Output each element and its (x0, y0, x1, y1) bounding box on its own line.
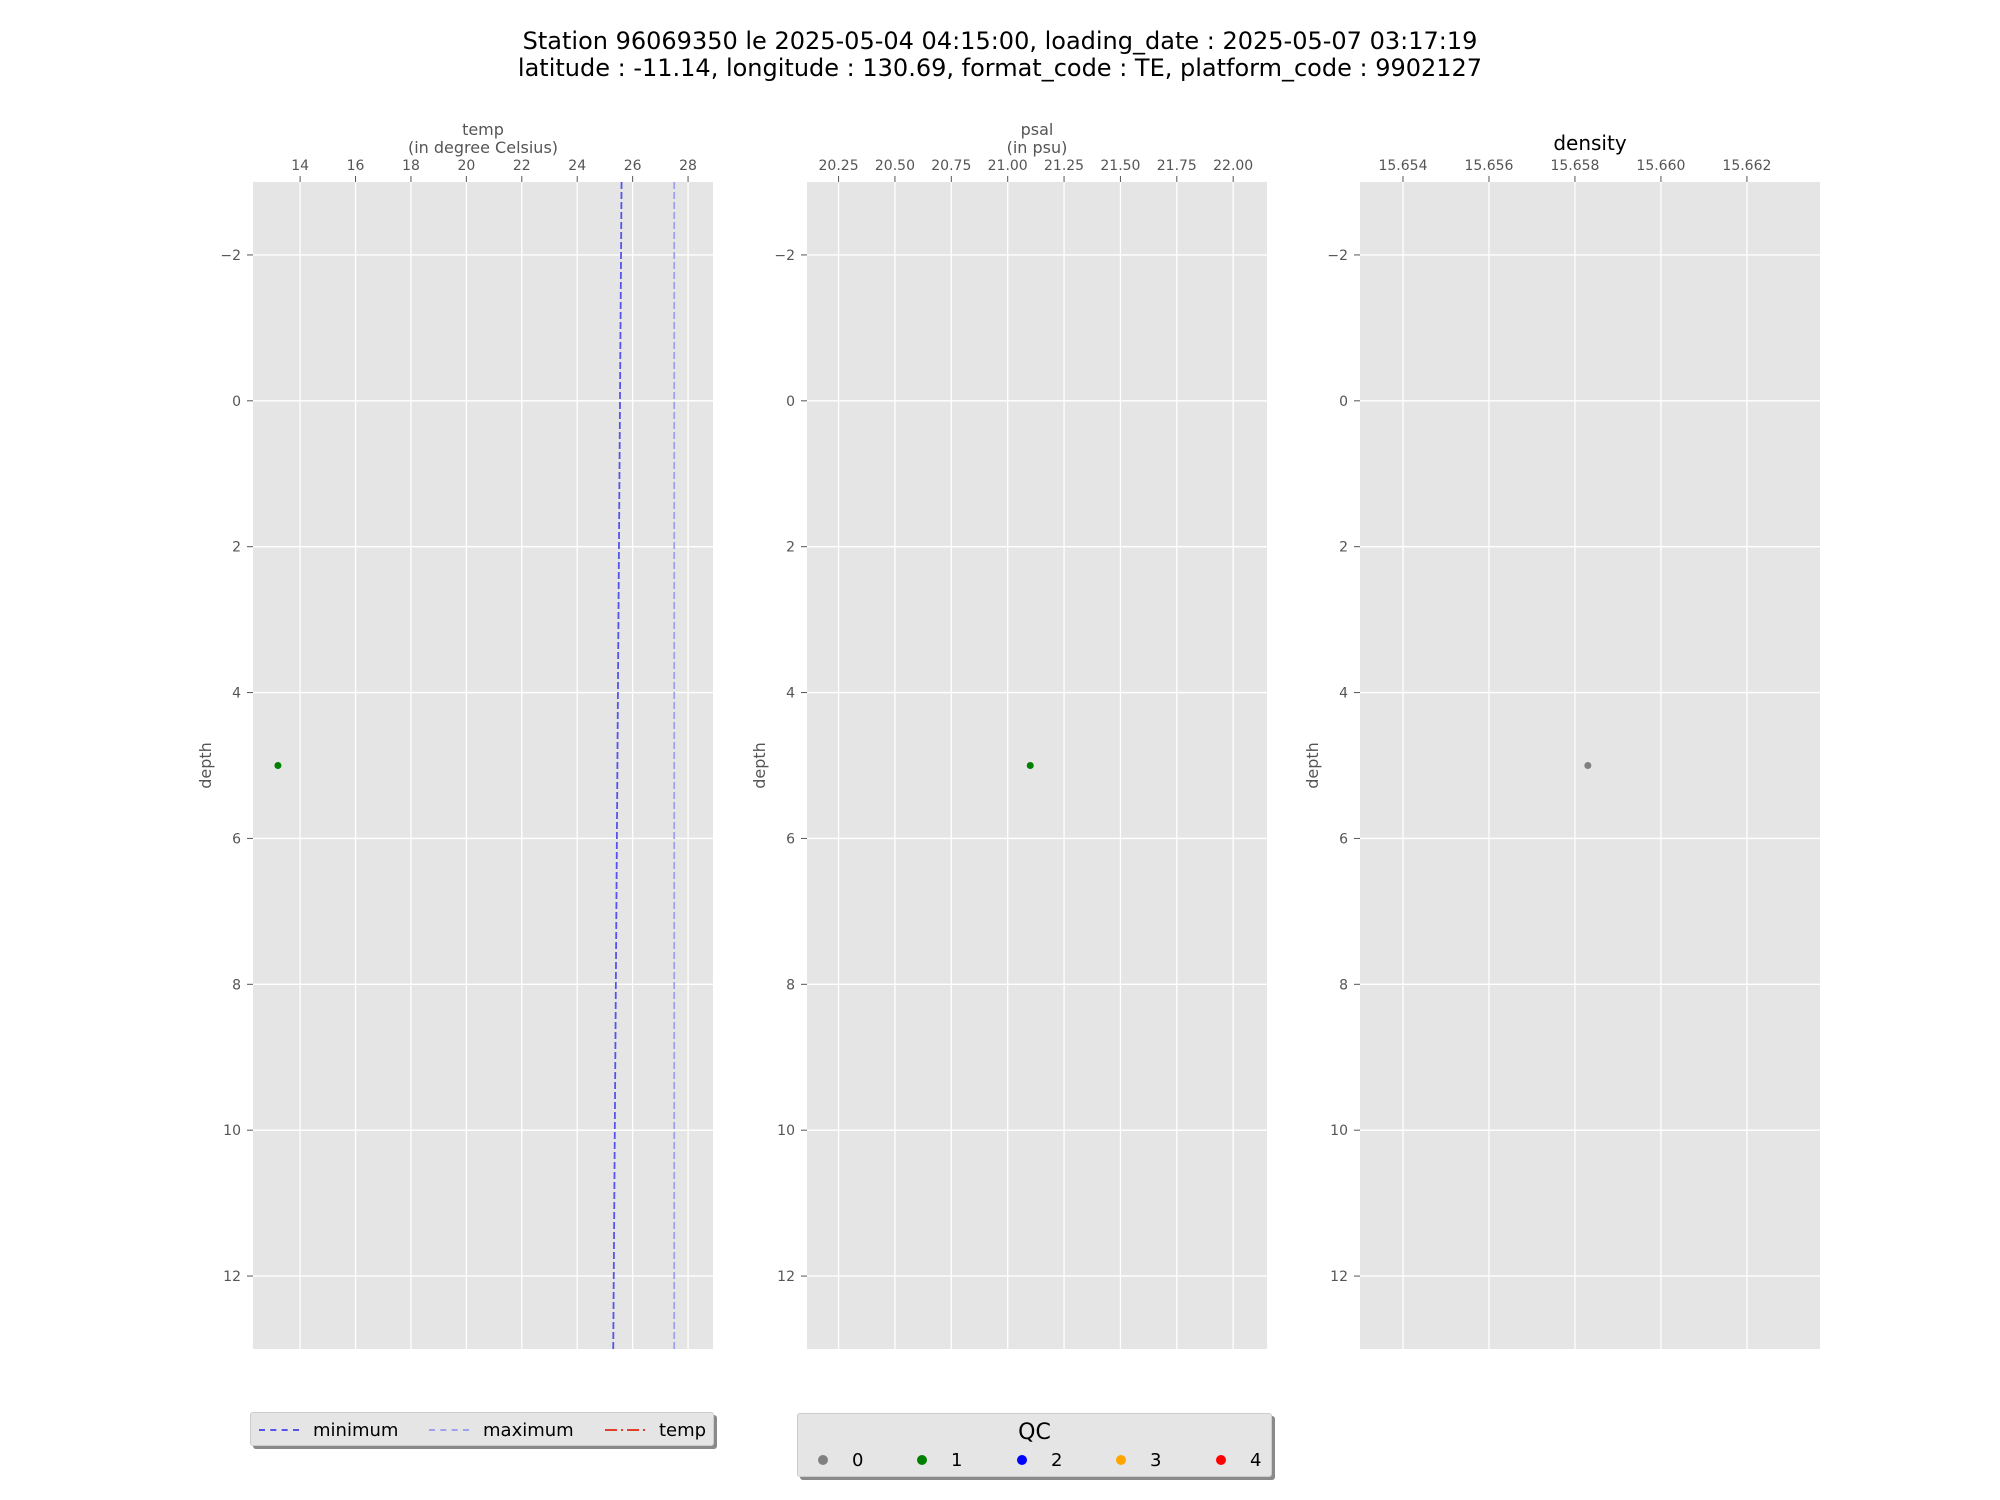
temp-y-tick-label: 2 (232, 540, 241, 556)
temp-y-tick-label: 8 (232, 977, 241, 993)
qc-label-2: 2 (1051, 1449, 1063, 1471)
temp-minimum-line (612, 181, 623, 1350)
psal-y-tick-label: 4 (786, 686, 795, 702)
psal-y-tick-label: 0 (786, 394, 795, 410)
temp-x-tick-label: 28 (679, 158, 697, 174)
psal-x-tick-label: 21.25 (1044, 158, 1084, 174)
temp-x-tick-label: 22 (513, 158, 531, 174)
qc-dot-4 (1216, 1455, 1226, 1465)
temp-x-tick-label: 24 (568, 158, 586, 174)
psal-x-tick-label: 20.75 (931, 158, 971, 174)
qc-legend-title: QC (1018, 1420, 1051, 1445)
temp-y-axis-label: depth (196, 742, 215, 789)
temp-y-tick-label: 10 (223, 1123, 241, 1139)
psal-x-axis-label: psal (1021, 120, 1054, 139)
legend-swatch-maximum (429, 1429, 469, 1431)
figure-title-line-2: latitude : -11.14, longitude : 130.69, f… (517, 54, 1483, 82)
psal-x-tick-label: 21.75 (1157, 158, 1197, 174)
density-x-tick-label: 15.656 (1464, 158, 1513, 174)
density-x-tick-label: 15.658 (1550, 158, 1599, 174)
temp-y-tick-label: −2 (220, 248, 241, 264)
line-legend: minimum maximum temp (250, 1412, 714, 1446)
qc-legend-item-3: 3 (1116, 1448, 1161, 1472)
psal-y-tick-label: 10 (777, 1123, 795, 1139)
density-y-tick-label: −2 (1327, 248, 1348, 264)
qc-dot-3 (1116, 1455, 1126, 1465)
temp-y-tick-label: 6 (232, 831, 241, 847)
qc-legend-item-4: 4 (1216, 1448, 1261, 1472)
temp-x-tick-label: 16 (347, 158, 365, 174)
psal-x-tick-label: 20.50 (875, 158, 915, 174)
density-y-tick-label: 0 (1339, 394, 1348, 410)
density-y-tick-label: 6 (1339, 831, 1348, 847)
legend-item-minimum: minimum (259, 1413, 398, 1447)
temp-x-tick-label: 14 (291, 158, 309, 174)
density-y-tick-label: 4 (1339, 686, 1348, 702)
psal-plot-area (807, 182, 1267, 1349)
temp-data-point (274, 762, 282, 769)
temp-y-tick-label: 12 (223, 1269, 241, 1285)
density-y-tick-label: 2 (1339, 540, 1348, 556)
legend-swatch-minimum (259, 1429, 299, 1431)
psal-data-point (1026, 762, 1034, 769)
temp-plot-area (253, 182, 713, 1349)
temp-x-axis-label: (in degree Celsius) (408, 138, 558, 157)
psal-y-tick-label: −2 (774, 248, 795, 264)
legend-label-maximum: maximum (483, 1419, 574, 1441)
psal-x-tick-label: 21.50 (1100, 158, 1140, 174)
psal-x-axis-label: (in psu) (1007, 138, 1068, 157)
temp-x-tick-label: 18 (402, 158, 420, 174)
density-data-point (1584, 762, 1592, 769)
qc-dot-0 (818, 1455, 828, 1465)
density-x-tick-label: 15.654 (1378, 158, 1427, 174)
psal-y-axis-label: depth (750, 742, 769, 789)
qc-label-0: 0 (852, 1449, 864, 1471)
temp-y-tick-label: 4 (232, 686, 241, 702)
density-panel-title: density (1553, 131, 1626, 155)
density-x-tick-label: 15.662 (1722, 158, 1771, 174)
temp-x-tick-label: 20 (457, 158, 475, 174)
psal-x-tick-label: 22.00 (1213, 158, 1253, 174)
psal-y-tick-label: 12 (777, 1269, 795, 1285)
temp-x-tick-label: 26 (624, 158, 642, 174)
legend-label-minimum: minimum (313, 1419, 399, 1441)
legend-label-temp: temp (659, 1419, 707, 1441)
temp-x-axis-label: temp (462, 120, 504, 139)
psal-x-tick-label: 21.00 (988, 158, 1028, 174)
qc-legend-item-2: 2 (1017, 1448, 1062, 1472)
qc-dot-2 (1017, 1455, 1027, 1465)
psal-y-tick-label: 6 (786, 831, 795, 847)
psal-x-tick-label: 20.25 (819, 158, 859, 174)
legend-item-maximum: maximum (429, 1413, 574, 1447)
density-y-tick-label: 12 (1330, 1269, 1348, 1285)
density-y-axis-label: depth (1303, 742, 1322, 789)
figure-title-line-1: Station 96069350 le 2025-05-04 04:15:00,… (522, 27, 1478, 55)
temp-y-tick-label: 0 (232, 394, 241, 410)
qc-legend-item-0: 0 (818, 1448, 863, 1472)
density-y-tick-label: 8 (1339, 977, 1348, 993)
density-y-tick-label: 10 (1330, 1123, 1348, 1139)
psal-y-tick-label: 2 (786, 540, 795, 556)
density-x-tick-label: 15.660 (1636, 158, 1685, 174)
qc-legend: QC 0 1 2 3 4 (797, 1413, 1272, 1477)
qc-label-4: 4 (1250, 1449, 1262, 1471)
qc-label-3: 3 (1150, 1449, 1162, 1471)
qc-dot-1 (917, 1455, 927, 1465)
qc-legend-item-1: 1 (917, 1448, 962, 1472)
legend-swatch-temp (605, 1429, 645, 1431)
qc-label-1: 1 (951, 1449, 963, 1471)
legend-item-temp: temp (605, 1413, 706, 1447)
psal-y-tick-label: 8 (786, 977, 795, 993)
